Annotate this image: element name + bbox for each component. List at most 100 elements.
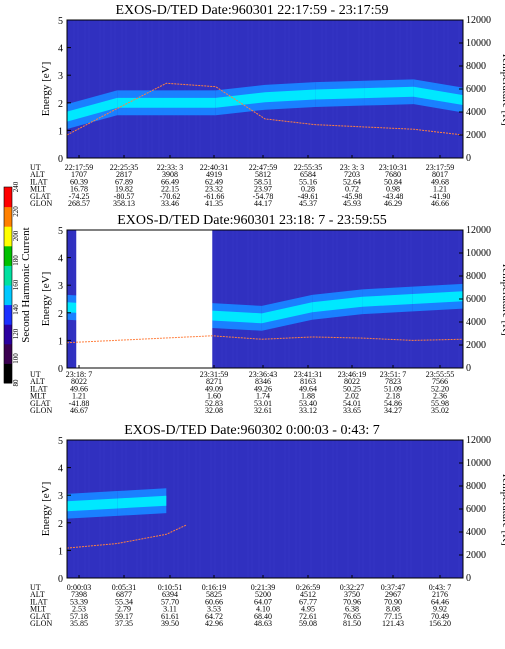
colorbar-tick-label: 220 (12, 206, 20, 217)
table-row-label: GLON (30, 406, 52, 415)
table-cell: 53.01 (254, 399, 272, 408)
chart-title: EXOS-D/TED Date:960301 23:18: 7 - 23:59:… (117, 213, 386, 228)
table-cell: 0:32:27 (340, 583, 364, 592)
table-cell: 67.89 (115, 177, 133, 186)
table-cell: 52.83 (205, 399, 223, 408)
table-cell: 81.50 (343, 619, 361, 628)
table-cell: 358.13 (113, 199, 135, 208)
y2-tick-label: 2000 (466, 130, 486, 141)
colorbar-swatch (4, 245, 12, 266)
chart-panel-2: EXOS-D/TED Date:960301 23:18: 7 - 23:59:… (30, 213, 505, 415)
table-cell: -74.25 (69, 192, 90, 201)
table-cell: -61.66 (204, 192, 225, 201)
energy-band-core (412, 291, 463, 304)
table-row-label: MLT (30, 605, 46, 614)
y-tick-label: 5 (58, 16, 63, 27)
table-cell: 16.78 (70, 185, 88, 194)
table-cell: 23.32 (205, 185, 223, 194)
table-row-label: MLT (30, 392, 46, 401)
table-cell: 3750 (344, 590, 360, 599)
y-tick-label: 2 (58, 99, 63, 110)
table-cell: 37.35 (115, 619, 133, 628)
table-cell: 49.64 (299, 384, 317, 393)
table-row-label: UT (30, 370, 41, 379)
y2-tick-label: 8000 (466, 481, 486, 492)
table-cell: 5200 (255, 590, 271, 599)
table-cell: 6.38 (345, 605, 359, 614)
y2-tick-label: 4000 (466, 107, 486, 118)
table-cell: 35.85 (70, 619, 88, 628)
table-cell: 8022 (71, 377, 87, 386)
y2-tick-label: 8000 (466, 271, 486, 282)
colorbar-tick-label: 160 (12, 279, 20, 290)
chart-title: EXOS-D/TED Date:960301 22:17:59 - 23:17:… (116, 3, 389, 18)
table-cell: 2.53 (72, 605, 86, 614)
colorbar-swatch (4, 187, 12, 208)
y2-tick-label: 2000 (466, 550, 486, 561)
table-row-label: ALT (30, 377, 45, 386)
table-cell: 58.51 (254, 177, 272, 186)
table-cell: 0:05:31 (112, 583, 136, 592)
y2-tick-label: 4000 (466, 527, 486, 538)
table-cell: 7566 (432, 377, 448, 386)
table-cell: 6877 (116, 590, 132, 599)
table-row-label: ILAT (30, 597, 47, 606)
table-row-label: ILAT (30, 384, 47, 393)
colorbar-tick-label: 200 (12, 230, 20, 241)
table-cell: 33.46 (161, 199, 179, 208)
table-cell: 0:26:59 (296, 583, 320, 592)
table-cell: 23:51: 7 (380, 370, 406, 379)
table-cell: 54.01 (343, 399, 361, 408)
table-cell: 32.61 (254, 406, 272, 415)
y2-axis-label: Temperature [K] (500, 472, 505, 545)
table-cell: 46.67 (70, 406, 88, 415)
y2-tick-label: 6000 (466, 504, 486, 515)
table-cell: 46.29 (384, 199, 402, 208)
colorbar-swatch (4, 363, 12, 384)
table-row-label: GLON (30, 199, 52, 208)
energy-band-core (413, 86, 463, 106)
table-cell: 0:10:51 (158, 583, 182, 592)
table-cell: 6584 (300, 170, 316, 179)
table-cell: 7680 (385, 170, 401, 179)
table-cell: 4512 (300, 590, 316, 599)
table-cell: 7398 (71, 590, 87, 599)
table-cell: 0:21:39 (251, 583, 275, 592)
colorbar-swatch (4, 285, 12, 306)
table-cell: 60.39 (70, 177, 88, 186)
table-cell: 57.70 (161, 597, 179, 606)
y-axis-label: Energy [eV] (40, 62, 52, 116)
y2-tick-label: 4000 (466, 317, 486, 328)
table-cell: 1.60 (207, 392, 221, 401)
table-cell: 1.21 (72, 392, 86, 401)
table-cell: 23.97 (254, 185, 272, 194)
energy-band-core (261, 302, 313, 324)
chart-panel-3: EXOS-D/TED Date:960302 0:00:03 - 0:43: 7… (30, 423, 505, 628)
colorbar-frame (3, 186, 13, 384)
colorbar: 80 100 120 140 160 180 200 220 240 Second Harmoni… (3, 181, 32, 387)
table-cell: 39.50 (161, 619, 179, 628)
table-cell: 8271 (206, 377, 222, 386)
table-cell: 23:17:59 (426, 163, 454, 172)
table-cell: 121.43 (382, 619, 404, 628)
y-tick-label: 3 (58, 71, 63, 82)
y-tick-label: 2 (58, 519, 63, 530)
table-cell: 22:17:59 (65, 163, 93, 172)
y2-tick-label: 10000 (466, 248, 491, 259)
table-cell: 0:16:19 (202, 583, 226, 592)
temperature-line (66, 524, 187, 549)
table-cell: -54.78 (253, 192, 274, 201)
y2-tick-label: 0 (466, 573, 471, 584)
table-cell: 2.36 (433, 392, 447, 401)
table-cell: 23:36:43 (249, 370, 277, 379)
y-tick-label: 1 (58, 336, 63, 347)
y-tick-label: 5 (58, 436, 63, 447)
y2-tick-label: 6000 (466, 84, 486, 95)
table-cell: -43.48 (383, 192, 404, 201)
table-cell: 55.98 (431, 399, 449, 408)
y-tick-label: 3 (58, 491, 63, 502)
energy-band-core (362, 294, 413, 307)
colorbar-tick-label: 180 (12, 255, 20, 266)
table-cell: 76.65 (343, 612, 361, 621)
y-tick-label: 0 (58, 364, 63, 375)
